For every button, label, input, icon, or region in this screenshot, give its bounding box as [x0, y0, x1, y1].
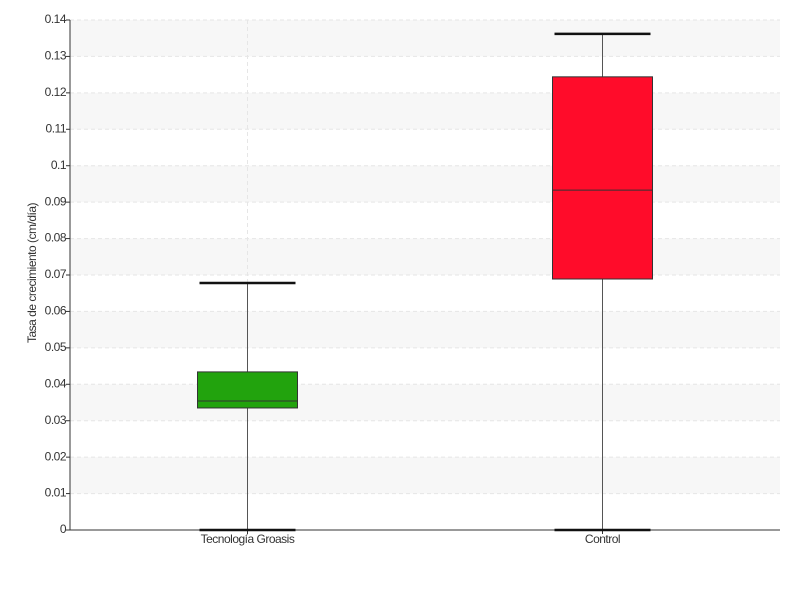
y-tick-label: 0.08: [45, 231, 67, 245]
x-tick-label: Tecnología Groasis: [201, 532, 295, 546]
grid-band: [70, 384, 780, 421]
grid-band: [70, 311, 780, 348]
y-tick-label: 0.14: [45, 12, 67, 26]
y-tick-label: 0.13: [45, 49, 67, 63]
y-tick-label: 0.11: [46, 121, 67, 135]
y-tick-label: 0.06: [45, 304, 67, 318]
grid-band: [70, 457, 780, 494]
y-tick-label: 0.1: [51, 158, 67, 172]
y-tick-label: 0.04: [45, 376, 67, 390]
y-tick-label: 0.02: [45, 449, 67, 463]
grid-band: [70, 20, 780, 57]
y-tick-label: 0: [60, 522, 67, 536]
x-tick-label: Control: [585, 532, 620, 546]
grid-band: [70, 92, 780, 130]
grid-band: [70, 238, 780, 275]
box: [197, 371, 298, 409]
grid-band: [70, 165, 780, 203]
y-tick-label: 0.09: [45, 194, 67, 208]
box: [552, 76, 653, 280]
y-tick-label: 0.01: [45, 486, 67, 500]
y-tick-label: 0.07: [45, 267, 67, 281]
y-axis-label: Tasa de crecimiento (cm/día): [25, 202, 39, 343]
y-tick-label: 0.05: [45, 340, 67, 354]
y-tick-label: 0.03: [45, 413, 67, 427]
y-tick-label: 0.12: [45, 85, 67, 99]
